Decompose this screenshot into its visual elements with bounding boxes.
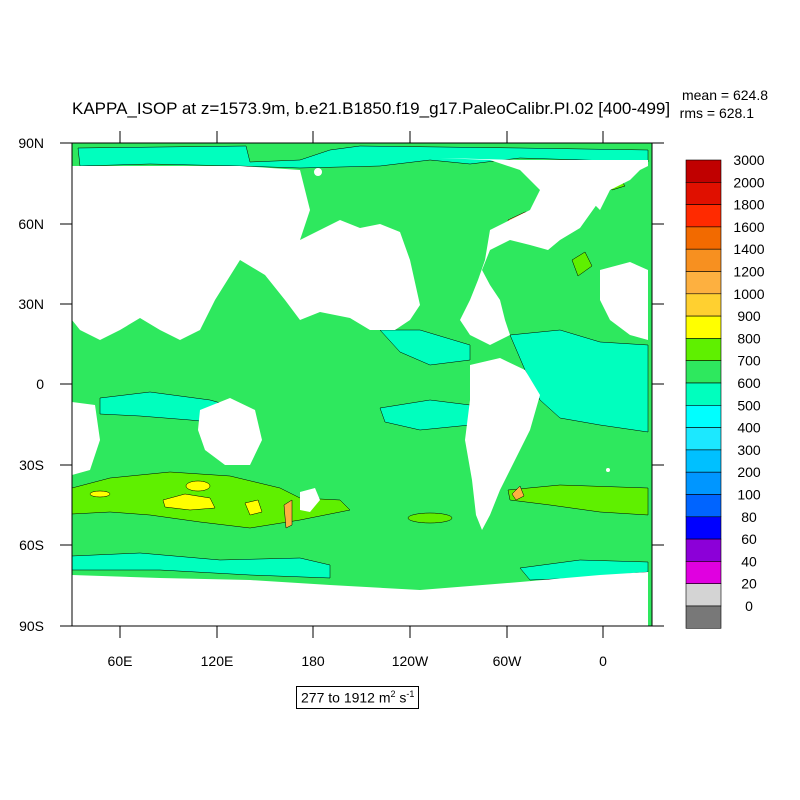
colorbar-swatch (685, 159, 722, 183)
y-tick-label: 30S (19, 457, 44, 473)
colorbar-swatch (685, 360, 722, 384)
colorbar-swatch (685, 182, 722, 205)
colorbar-label: 20 (741, 576, 757, 592)
y-tick-label: 90S (19, 618, 44, 634)
colorbar-label: 900 (737, 308, 761, 324)
colorbar-swatch (685, 583, 722, 607)
x-tick-label: 0 (599, 653, 607, 669)
colorbar-swatch (685, 248, 722, 272)
southern-band-patch (407, 512, 453, 524)
greenland-land (580, 160, 640, 210)
africa-east-land (72, 402, 100, 475)
x-axis: 60E 120E 180 120W 60W 0 (108, 131, 607, 669)
colorbar-label: 300 (737, 442, 761, 458)
colorbar-label: 100 (737, 487, 761, 503)
colorbar-swatch (685, 315, 722, 339)
colorbar-swatch (685, 538, 722, 562)
y-tick-label: 30N (18, 296, 44, 312)
newzealand-land (300, 488, 320, 512)
colorbar-swatch (685, 404, 722, 428)
yellow-patch-2 (185, 480, 211, 492)
orange-patch-1 (283, 499, 293, 529)
colorbar-swatch (685, 471, 722, 495)
x-tick-label: 180 (301, 653, 325, 669)
colorbar-label: 500 (737, 397, 761, 413)
australia-land (198, 398, 262, 465)
antarctica-land (72, 572, 648, 626)
yellow-patch-1 (162, 493, 216, 511)
colorbar-label: 60 (741, 531, 757, 547)
colorbar-swatch (685, 427, 722, 451)
colorbar-label: 1800 (733, 197, 764, 213)
eurasia-land (72, 166, 420, 340)
colorbar-swatch (685, 204, 722, 228)
map-field (72, 143, 652, 626)
colorbar-swatch (685, 516, 722, 540)
colorbar-label: 600 (737, 375, 761, 391)
x-tick-label: 120E (201, 653, 234, 669)
colorbar-swatch (685, 271, 722, 295)
colorbar-label: 400 (737, 420, 761, 436)
colorbar-swatch (685, 494, 722, 518)
range-note-sup: -1 (406, 689, 415, 699)
y-tick-label: 90N (18, 135, 44, 151)
colorbar-swatch (685, 561, 722, 585)
range-note: 277 to 1912 m2 s-1 (296, 686, 420, 709)
africa-west-land (600, 262, 648, 340)
y-tick-label: 60S (19, 537, 44, 553)
island (314, 168, 322, 176)
rms-stat: rms = 628.1 (679, 105, 754, 121)
range-note-mid: s (395, 689, 407, 706)
colorbar-label: 3000 (733, 152, 764, 168)
colorbar-label: 200 (737, 464, 761, 480)
colorbar-label: 800 (737, 330, 761, 346)
southern-band-east (507, 484, 649, 516)
antarctic-cyan-band (72, 552, 331, 579)
colorbar-swatch (685, 449, 722, 473)
colorbar-label: 1200 (733, 264, 764, 280)
colorbar-swatch (685, 605, 722, 629)
south-america-land (465, 358, 540, 530)
colorbar-label: 40 (741, 553, 757, 569)
range-note-text: 277 to 1912 m (301, 689, 391, 706)
colorbar-swatch (685, 226, 722, 250)
y-tick-label: 60N (18, 216, 44, 232)
colorbar-label: 80 (741, 509, 757, 525)
x-tick-label: 120W (392, 653, 429, 669)
colorbar-label: 0 (745, 598, 753, 614)
y-axis: 90N 60N 30N 0 30S 60S 90S (18, 135, 664, 634)
pacific-cyan-patch (379, 329, 471, 366)
atlantic-green-patch (571, 251, 593, 277)
orange-patch-2 (511, 485, 525, 501)
colorbar-swatch (685, 293, 722, 317)
yellow-patch-3 (89, 490, 111, 498)
island (606, 468, 610, 472)
colorbar-label: 1000 (733, 286, 764, 302)
colorbar-label: 2000 (733, 174, 764, 190)
mean-stat: mean = 624.8 (681, 87, 768, 103)
y-tick-label: 0 (36, 376, 44, 392)
plot-title: KAPPA_ISOP at z=1573.9m, b.e21.B1850.f19… (72, 99, 671, 118)
x-tick-label: 60E (108, 653, 133, 669)
yellow-patch-4 (244, 499, 263, 516)
colorbar-label: 700 (737, 353, 761, 369)
colorbar-label: 1600 (733, 219, 764, 235)
colorbar-label: 1400 (733, 241, 764, 257)
colorbar-swatch (685, 382, 722, 406)
colorbar: 3000200018001600140012001000900800700600… (685, 152, 765, 629)
range-note-sup: 2 (390, 689, 396, 699)
x-tick-label: 60W (493, 653, 523, 669)
colorbar-swatch (685, 338, 722, 361)
